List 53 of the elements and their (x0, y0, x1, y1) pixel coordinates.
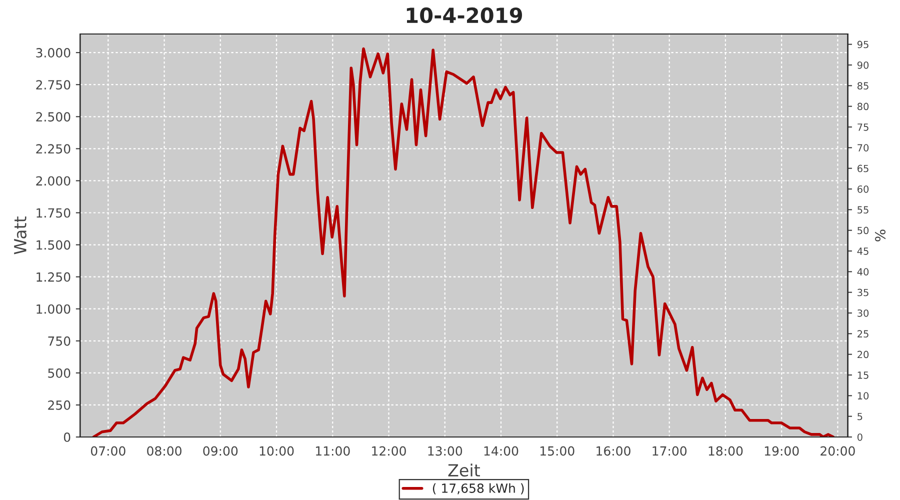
y2-tick-label: 20 (858, 350, 869, 358)
y2-tick-label: 75 (858, 124, 868, 131)
y-tick-label: 2.250 (36, 144, 70, 154)
x-tick-label: 13:00 (428, 446, 462, 456)
x-tick-label: 18:00 (708, 446, 743, 456)
y2-tick-label: 60 (858, 185, 869, 193)
x-tick-label: 10:00 (260, 446, 294, 456)
y2-tick-label: 80 (857, 102, 869, 110)
y2-tick-label: 85 (857, 82, 868, 90)
y2-tick-label: 65 (858, 164, 868, 172)
y-tick-label: 1.250 (36, 272, 70, 282)
y2-axis-title: % (875, 230, 886, 242)
y2-tick-label: 90 (857, 61, 869, 69)
x-tick-label: 09:00 (203, 446, 238, 456)
y2-tick-label: 15 (858, 372, 868, 379)
y-tick-label: 250 (48, 400, 70, 410)
x-tick-label: 20:00 (820, 446, 855, 456)
y2-tick-label: 5 (858, 412, 862, 420)
x-tick-label: 19:00 (764, 446, 799, 456)
y2-tick-label: 10 (858, 392, 869, 400)
y-tick-label: 1.000 (36, 304, 70, 314)
y-axis-title: Watt (14, 216, 26, 254)
y-tick-label: 2.500 (36, 112, 70, 122)
line-series (92, 47, 835, 437)
y-tick-label: 3.000 (36, 48, 70, 58)
y2-tick-label: 70 (858, 144, 869, 152)
x-tick-label: 17:00 (652, 446, 687, 456)
x-tick-label: 15:00 (540, 446, 574, 456)
y2-tick-label: 40 (857, 268, 869, 276)
x-tick-label: 16:00 (596, 446, 630, 456)
y-tick-label: 2.750 (36, 80, 70, 90)
x-tick-label: 14:00 (484, 446, 518, 456)
y2-tick-label: 45 (857, 248, 868, 255)
y-tick-label: 750 (48, 336, 70, 346)
x-tick-label: 08:00 (147, 446, 182, 456)
y2-tick-label: 35 (858, 288, 868, 296)
y-tick-label: 2.000 (36, 176, 70, 186)
x-axis-title: Zeit (448, 464, 480, 477)
y-tick-label: 500 (48, 368, 70, 378)
y-tick-label: 1.750 (36, 208, 70, 218)
x-tick-label: 07:00 (90, 446, 126, 456)
x-tick-label: 11:00 (316, 446, 350, 456)
y2-tick-label: 0 (857, 433, 862, 441)
y2-tick-label: 95 (857, 40, 868, 48)
chart-title: 10-4-2019 (406, 7, 522, 24)
y-tick-label: 0 (64, 432, 70, 442)
legend-label: ( 17,658 kWh ) (432, 483, 524, 494)
y2-tick-label: 50 (858, 226, 869, 234)
y-tick-label: 1.500 (36, 240, 70, 250)
y2-tick-label: 30 (858, 309, 869, 317)
y2-tick-label: 55 (858, 206, 868, 214)
x-tick-label: 12:00 (372, 446, 406, 456)
y2-tick-label: 25 (858, 330, 868, 338)
